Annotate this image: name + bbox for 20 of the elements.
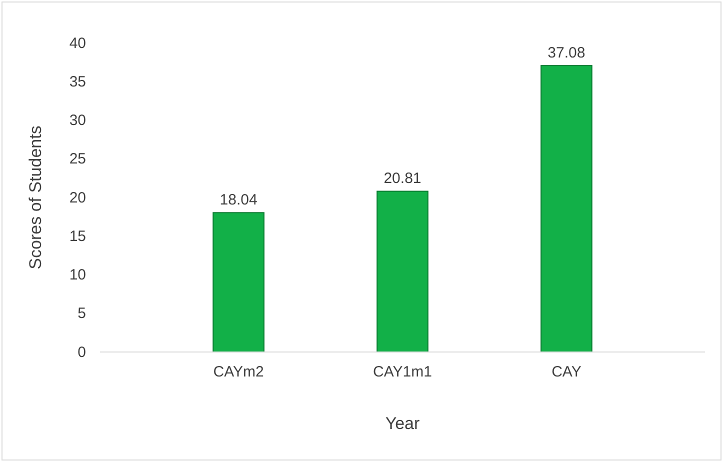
bar bbox=[540, 65, 592, 352]
x-tick-label: CAY bbox=[552, 364, 582, 381]
data-label: 18.04 bbox=[220, 192, 258, 209]
y-tick-label: 25 bbox=[69, 150, 86, 168]
y-tick-label: 40 bbox=[69, 34, 86, 52]
y-tick-label: 5 bbox=[78, 305, 86, 322]
y-tick-label: 0 bbox=[78, 344, 86, 361]
y-tick-label: 10 bbox=[69, 266, 86, 284]
x-tick-label: CAYm2 bbox=[213, 364, 264, 381]
bar bbox=[376, 190, 428, 352]
y-tick-label: 20 bbox=[69, 189, 86, 206]
data-label: 20.81 bbox=[384, 170, 422, 188]
data-label: 37.08 bbox=[548, 44, 586, 62]
y-tick-label: 35 bbox=[69, 73, 86, 90]
bar bbox=[212, 212, 264, 352]
x-tick-label: CAY1m1 bbox=[373, 364, 432, 381]
y-axis-title: Scores of Students bbox=[26, 126, 45, 270]
x-axis-title: Year bbox=[385, 414, 420, 433]
y-tick-label: 30 bbox=[69, 112, 86, 130]
y-tick-label: 15 bbox=[69, 228, 86, 245]
